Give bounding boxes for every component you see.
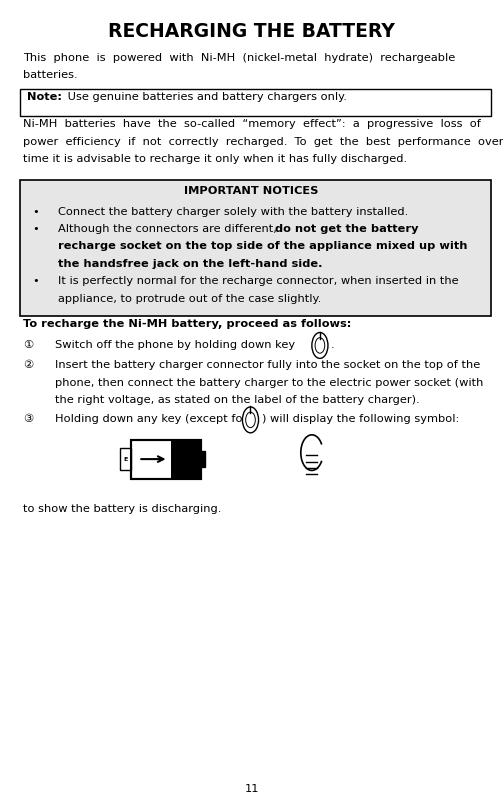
Text: 11: 11 bbox=[244, 785, 259, 794]
Text: the handsfree jack on the left-hand side.: the handsfree jack on the left-hand side… bbox=[58, 259, 322, 269]
Text: ) will display the following symbol:: ) will display the following symbol: bbox=[262, 414, 459, 424]
FancyBboxPatch shape bbox=[120, 448, 131, 470]
Text: Holding down any key (except for: Holding down any key (except for bbox=[55, 414, 251, 424]
Text: To recharge the Ni-MH battery, proceed as follows:: To recharge the Ni-MH battery, proceed a… bbox=[23, 319, 351, 329]
Text: Connect the battery charger solely with the battery installed.: Connect the battery charger solely with … bbox=[58, 206, 408, 217]
Text: ②: ② bbox=[23, 360, 33, 371]
Circle shape bbox=[315, 337, 325, 354]
Text: recharge socket on the top side of the appliance mixed up with: recharge socket on the top side of the a… bbox=[58, 241, 467, 252]
Text: IMPORTANT NOTICES: IMPORTANT NOTICES bbox=[184, 186, 319, 196]
Circle shape bbox=[245, 412, 256, 428]
Text: •: • bbox=[33, 276, 39, 286]
Circle shape bbox=[242, 407, 259, 433]
Circle shape bbox=[312, 332, 328, 358]
Text: It is perfectly normal for the recharge connector, when inserted in the: It is perfectly normal for the recharge … bbox=[58, 276, 458, 286]
Text: Switch off the phone by holding down key: Switch off the phone by holding down key bbox=[55, 340, 299, 349]
Text: to show the battery is discharging.: to show the battery is discharging. bbox=[23, 503, 221, 514]
Text: ③: ③ bbox=[23, 414, 33, 424]
Text: This  phone  is  powered  with  Ni-MH  (nickel-metal  hydrate)  rechargeable: This phone is powered with Ni-MH (nickel… bbox=[23, 53, 455, 62]
Text: the right voltage, as stated on the label of the battery charger).: the right voltage, as stated on the labe… bbox=[55, 395, 420, 405]
Text: E: E bbox=[123, 456, 127, 462]
Text: RECHARGING THE BATTERY: RECHARGING THE BATTERY bbox=[108, 22, 395, 40]
FancyBboxPatch shape bbox=[20, 89, 491, 116]
Text: •: • bbox=[33, 206, 39, 217]
FancyBboxPatch shape bbox=[171, 439, 201, 478]
Text: Although the connectors are different,: Although the connectors are different, bbox=[58, 224, 280, 234]
Text: •: • bbox=[33, 224, 39, 234]
Text: appliance, to protrude out of the case slightly.: appliance, to protrude out of the case s… bbox=[58, 294, 321, 303]
Text: batteries.: batteries. bbox=[23, 70, 77, 80]
Text: power  efficiency  if  not  correctly  recharged.  To  get  the  best  performan: power efficiency if not correctly rechar… bbox=[23, 137, 503, 146]
Text: Ni-MH  batteries  have  the  so-called  “memory  effect”:  a  progressive  loss : Ni-MH batteries have the so-called “memo… bbox=[23, 120, 480, 129]
Text: Note:: Note: bbox=[27, 92, 62, 102]
Text: Insert the battery charger connector fully into the socket on the top of the: Insert the battery charger connector ful… bbox=[55, 360, 480, 371]
Text: Use genuine batteries and battery chargers only.: Use genuine batteries and battery charge… bbox=[64, 92, 347, 102]
Text: phone, then connect the battery charger to the electric power socket (with: phone, then connect the battery charger … bbox=[55, 378, 484, 388]
FancyBboxPatch shape bbox=[201, 451, 205, 467]
Text: .: . bbox=[330, 340, 334, 349]
FancyBboxPatch shape bbox=[131, 439, 201, 478]
Text: ①: ① bbox=[23, 340, 33, 349]
Text: do not get the battery: do not get the battery bbox=[275, 224, 418, 234]
Text: time it is advisable to recharge it only when it has fully discharged.: time it is advisable to recharge it only… bbox=[23, 154, 407, 164]
FancyBboxPatch shape bbox=[20, 180, 491, 316]
